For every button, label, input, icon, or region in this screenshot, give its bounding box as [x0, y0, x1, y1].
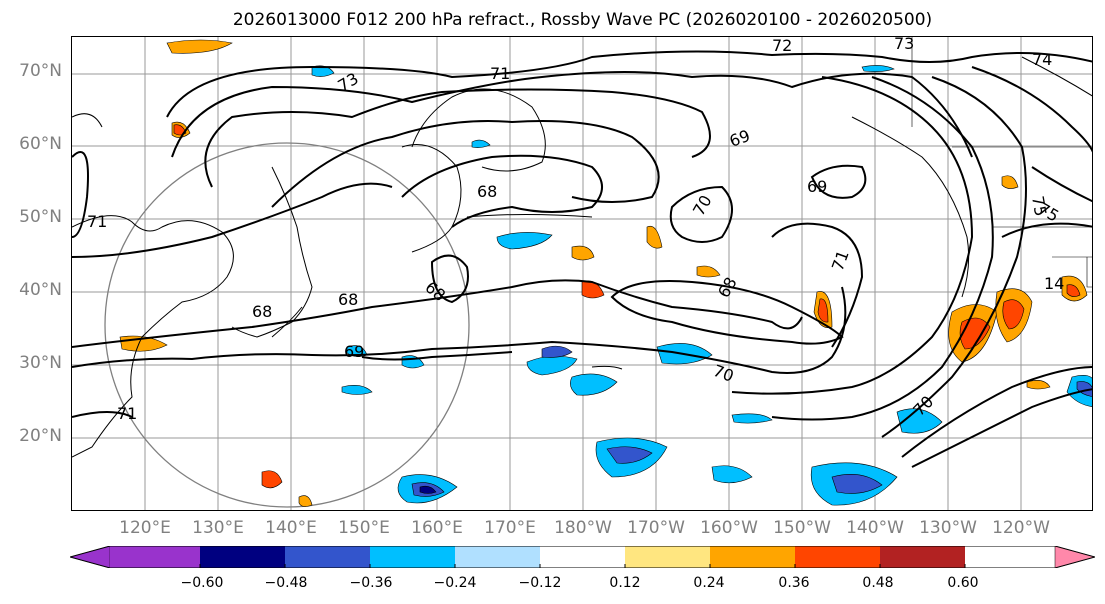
- contour-label: 14: [1044, 274, 1064, 293]
- colorbar-cell: [795, 546, 880, 568]
- lon-label-160w: 160°W: [700, 518, 758, 538]
- lon-label-120e: 120°E: [119, 518, 171, 538]
- colorbar-tick-label: 0.60: [947, 575, 979, 591]
- lon-label-180w: 180°W: [554, 518, 612, 538]
- colorbar-tick-label: 0.36: [778, 575, 810, 591]
- lat-label-50: 50°N: [19, 207, 62, 227]
- colorbar-cell: [200, 546, 285, 568]
- colorbar-cell: [880, 546, 965, 568]
- colorbar-extend-min: [70, 546, 111, 568]
- colorbar-cell: [455, 546, 540, 568]
- contour-label: 70: [689, 192, 716, 219]
- colorbar-cells: [70, 546, 1095, 568]
- colorbar-tick-label: 0.12: [609, 575, 641, 591]
- contour-label: 73: [894, 37, 914, 53]
- colorbar-cell: [285, 546, 370, 568]
- lat-label-20: 20°N: [19, 426, 62, 446]
- contour-label: 71: [828, 248, 853, 274]
- colorbar: [70, 546, 1095, 568]
- colorbar-cell: [710, 546, 795, 568]
- contour-label: 69: [807, 177, 827, 196]
- colorbar-cell: [540, 546, 625, 568]
- lat-label-40: 40°N: [19, 280, 62, 300]
- colorbar-tick-label: −0.60: [180, 575, 224, 591]
- colorbar-tick-label: 0.24: [693, 575, 725, 591]
- lon-label-150w: 150°W: [773, 518, 831, 538]
- lat-label-60: 60°N: [19, 134, 62, 154]
- graticule: [72, 37, 1092, 510]
- contour-label: 68: [714, 274, 741, 301]
- contour-label: 68: [338, 290, 358, 309]
- colorbar-cell: [110, 546, 200, 568]
- colorbar-cell: [370, 546, 455, 568]
- lon-label-170w: 170°W: [627, 518, 685, 538]
- lat-label-70: 70°N: [19, 61, 62, 81]
- contour-label: 71: [117, 404, 137, 423]
- colorbar-tick-label: −0.48: [264, 575, 308, 591]
- lon-label-150e: 150°E: [338, 518, 390, 538]
- coastlines: [72, 56, 1092, 458]
- colorbar-extend-max: [1054, 546, 1095, 568]
- colorbar-tick-label: −0.24: [433, 575, 477, 591]
- contour-label: 68: [252, 302, 272, 321]
- contour-label: 71: [87, 212, 107, 231]
- lon-label-130e: 130°E: [192, 518, 244, 538]
- contour-label: 74: [1032, 50, 1052, 69]
- colorbar-tick-label: −0.36: [349, 575, 393, 591]
- contour-label: 72: [772, 37, 792, 55]
- contour-label: 69: [344, 342, 364, 361]
- contour-label: 68: [477, 182, 497, 201]
- map-panel: 72 73 71 73 74 69 69 68 68 68 68 69 70 70 71 68 71 75 75 14…: [71, 36, 1093, 511]
- lon-label-170e: 170°E: [484, 518, 536, 538]
- colorbar-tick-label: −0.12: [518, 575, 562, 591]
- positive-shading: [119, 39, 1088, 507]
- contour-label: 71: [490, 64, 510, 83]
- lon-label-160e: 160°E: [411, 518, 463, 538]
- lon-label-130w: 130°W: [919, 518, 977, 538]
- colorbar-cell: [625, 546, 710, 568]
- colorbar-tick-label: 0.48: [862, 575, 894, 591]
- contour-label: 68: [421, 278, 449, 306]
- lon-label-120w: 120°W: [992, 518, 1050, 538]
- contours: [72, 50, 1092, 468]
- lon-label-140e: 140°E: [265, 518, 317, 538]
- contour-label: 69: [727, 126, 753, 151]
- lat-label-30: 30°N: [19, 353, 62, 373]
- contour-label: 75: [1028, 194, 1050, 217]
- reference-circle: [104, 142, 470, 508]
- map-title: 2026013000 F012 200 hPa refract., Rossby…: [232, 10, 933, 30]
- lon-label-140w: 140°W: [846, 518, 904, 538]
